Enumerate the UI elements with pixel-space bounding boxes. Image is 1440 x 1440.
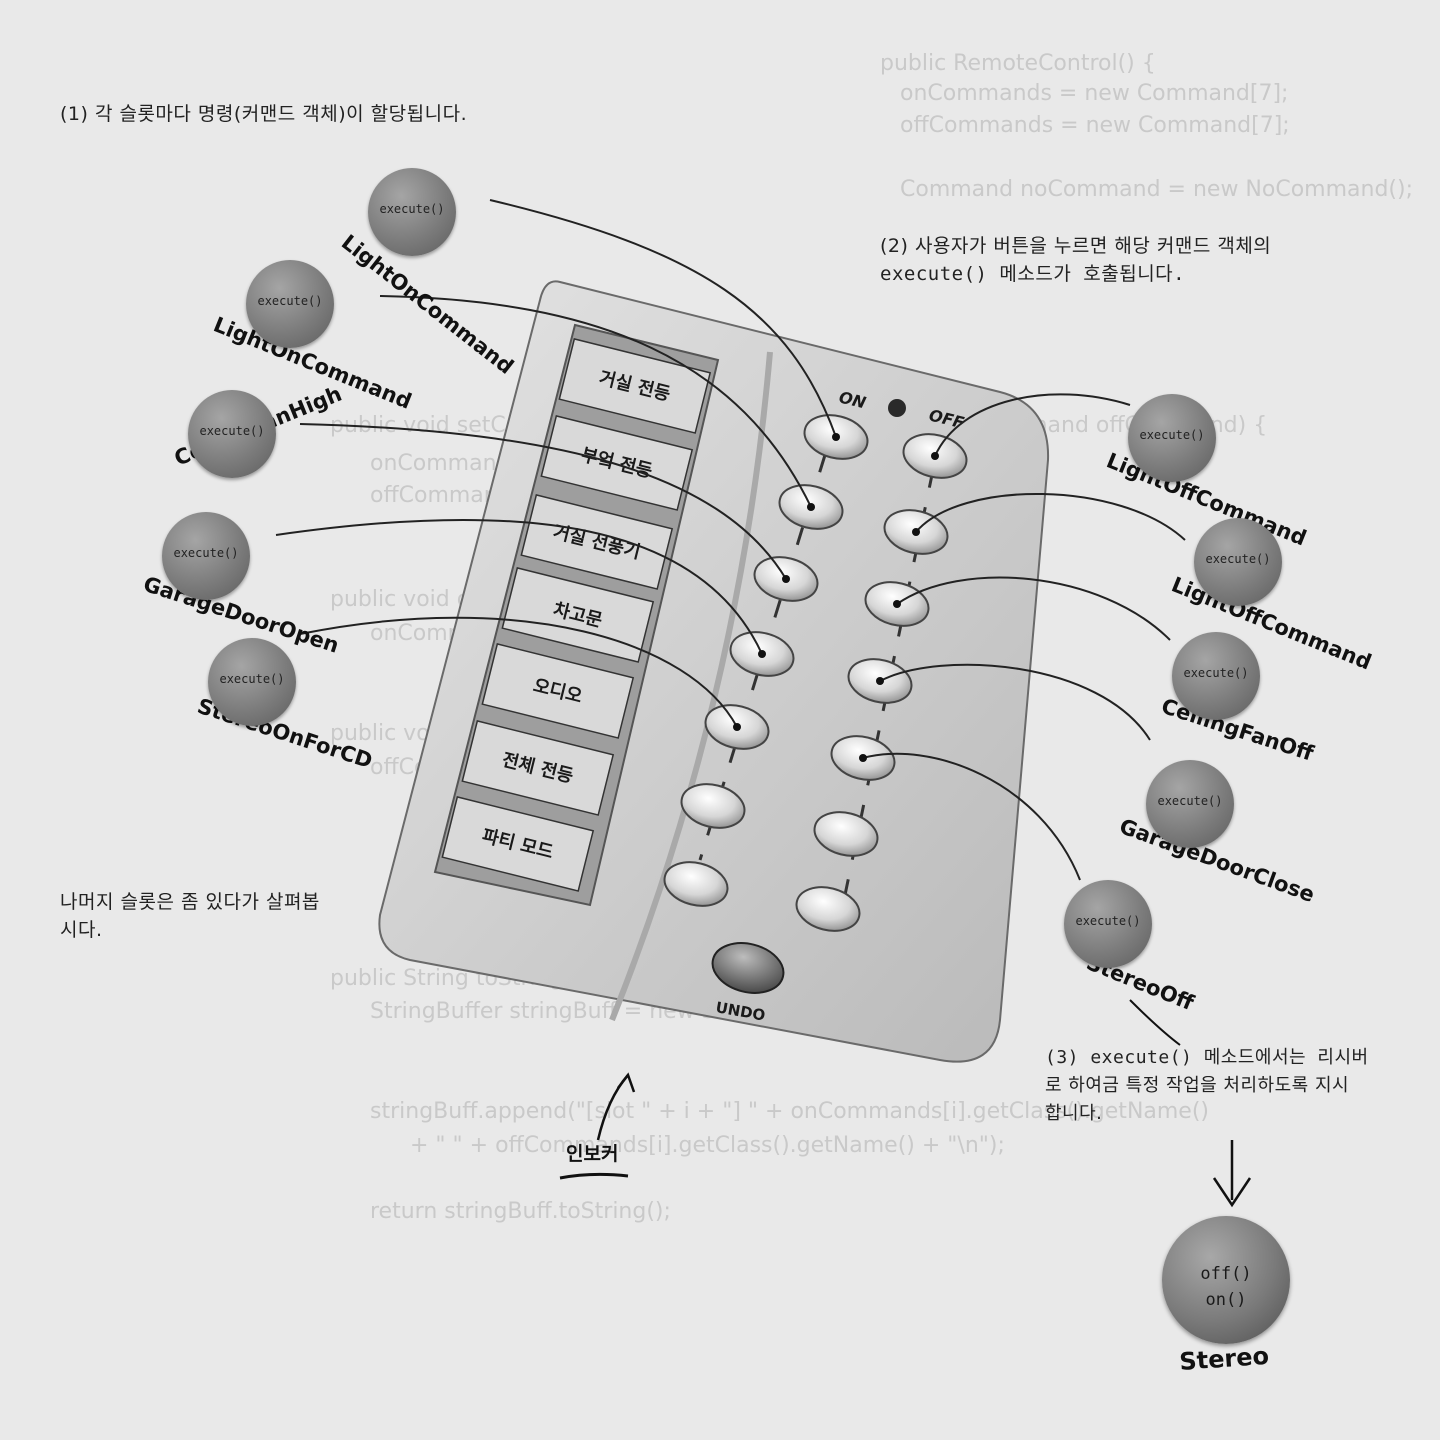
execute-method-label: execute() [257,294,323,308]
command-ball: execute() [1064,880,1152,968]
receiver-ball: off() on() [1162,1216,1290,1344]
command-ball: execute() [208,638,296,726]
command-ball: execute() [1146,760,1234,848]
command-ball: execute() [1194,518,1282,606]
invoker-arrow-head [617,1072,636,1093]
on-button[interactable] [677,778,749,834]
command-ball: execute() [162,512,250,600]
press-annotation-line1: (2) 사용자가 버튼을 누르면 해당 커맨드 객체의 [880,235,1272,257]
stereo-off-to-note-line [1129,999,1181,1046]
execute-method-label: execute() [199,424,265,438]
invoker-underline [559,1172,629,1180]
on-connectors [275,199,837,728]
connector-dots [733,433,939,762]
command-ball: execute() [1172,632,1260,720]
slot-annotation-text: (1) 각 슬롯마다 명령(커맨드 객체)이 할당됩니다. [60,103,468,125]
receiver-annotation-line3: 합니다. [1045,1103,1103,1124]
off-button[interactable] [810,806,882,862]
receiver-name: Stereo [1178,1342,1269,1376]
command-ball: execute() [246,260,334,348]
receiver-method-off: off() [1200,1264,1252,1284]
remaining-slots-annotation: 나머지 슬롯은 좀 있다가 살펴봅 시다. [60,888,320,944]
execute-method-label: execute() [173,546,239,560]
invoker-label: 인보커 [566,1143,618,1165]
execute-method-label: execute() [1183,666,1249,680]
remaining-annotation-line2: 시다. [60,919,103,941]
undo-button[interactable] [707,936,788,1000]
remaining-annotation-line1: 나머지 슬롯은 좀 있다가 살펴봅 [60,891,320,913]
indicator-light [888,399,906,417]
receiver-annotation: (3) execute() 메소드에서는 리시버 로 하여금 특정 작업을 처리… [1045,1044,1369,1128]
receiver-method-on: on() [1205,1290,1247,1310]
remote-body [378,280,1050,1063]
execute-method-label: execute() [1075,914,1141,928]
remote-divider [609,351,773,1022]
command-ball: execute() [368,168,456,256]
press-annotation: (2) 사용자가 버튼을 누르면 해당 커맨드 객체의 execute() 메소… [880,232,1271,288]
receiver-annotation-line1: (3) execute() 메소드에서는 리시버 [1045,1047,1369,1068]
command-ball: execute() [1128,394,1216,482]
receiver-annotation-line2: 로 하여금 특정 작업을 처리하도록 지시 [1045,1075,1350,1096]
command-ball: execute() [188,390,276,478]
execute-method-label: execute() [1139,428,1205,442]
slot-annotation: (1) 각 슬롯마다 명령(커맨드 객체)이 할당됩니다. [60,100,467,128]
invoker-arrow [596,1074,629,1141]
press-annotation-line2: execute() 메소드가 호출됩니다. [880,263,1186,285]
execute-method-label: execute() [379,202,445,216]
execute-method-label: execute() [1157,794,1223,808]
execute-method-label: execute() [219,672,285,686]
execute-method-label: execute() [1205,552,1271,566]
off-connectors [862,393,1186,881]
off-button[interactable] [792,881,864,937]
receiver-arrow-head [1212,1177,1252,1208]
slot-labels: 거실 전등 부엌 전등 거실 선풍기 차고문 오디오 전체 전등 파티 모드 [441,338,712,892]
on-button[interactable] [660,856,732,912]
